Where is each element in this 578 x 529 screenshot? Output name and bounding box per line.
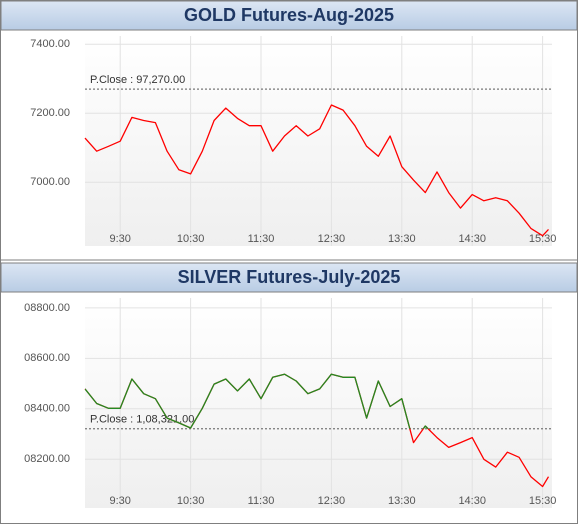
- x-tick-label: 10:30: [177, 233, 205, 245]
- y-tick-label: 08600.00: [24, 352, 70, 364]
- price-line: [84, 104, 549, 237]
- x-tick-label: 9:30: [109, 495, 130, 507]
- y-tick-label: 7200.00: [30, 107, 70, 119]
- plot-area: [85, 36, 552, 246]
- y-tick-label: 08200.00: [24, 453, 70, 465]
- x-tick-label: 13:30: [388, 495, 416, 507]
- y-tick-label: 7000.00: [30, 176, 70, 188]
- x-tick-label: 14:30: [458, 495, 486, 507]
- reference-label: P.Close : 1,08,321.00: [90, 414, 194, 426]
- y-tick-label: 08400.00: [24, 403, 70, 415]
- y-tick-label: 7400.00: [30, 38, 70, 50]
- chart-title: GOLD Futures-Aug-2025: [184, 5, 394, 25]
- reference-label: P.Close : 97,270.00: [90, 74, 185, 86]
- price-line-above: [85, 373, 429, 429]
- title-bar: [0, 262, 578, 293]
- x-tick-label: 11:30: [248, 233, 275, 245]
- x-tick-label: 12:30: [318, 233, 346, 245]
- plot-area: [85, 298, 552, 508]
- x-tick-label: 9:30: [109, 233, 130, 245]
- x-tick-label: 10:30: [177, 495, 205, 507]
- x-tick-label: 15:30: [529, 495, 557, 507]
- x-tick-label: 15:30: [529, 233, 557, 245]
- x-tick-label: 13:30: [388, 233, 416, 245]
- x-tick-label: 14:30: [458, 233, 486, 245]
- title-bar: [0, 0, 578, 31]
- x-tick-label: 11:30: [248, 495, 275, 507]
- chart-title: SILVER Futures-July-2025: [178, 267, 401, 287]
- x-tick-label: 12:30: [318, 495, 346, 507]
- y-tick-label: 08800.00: [24, 302, 70, 314]
